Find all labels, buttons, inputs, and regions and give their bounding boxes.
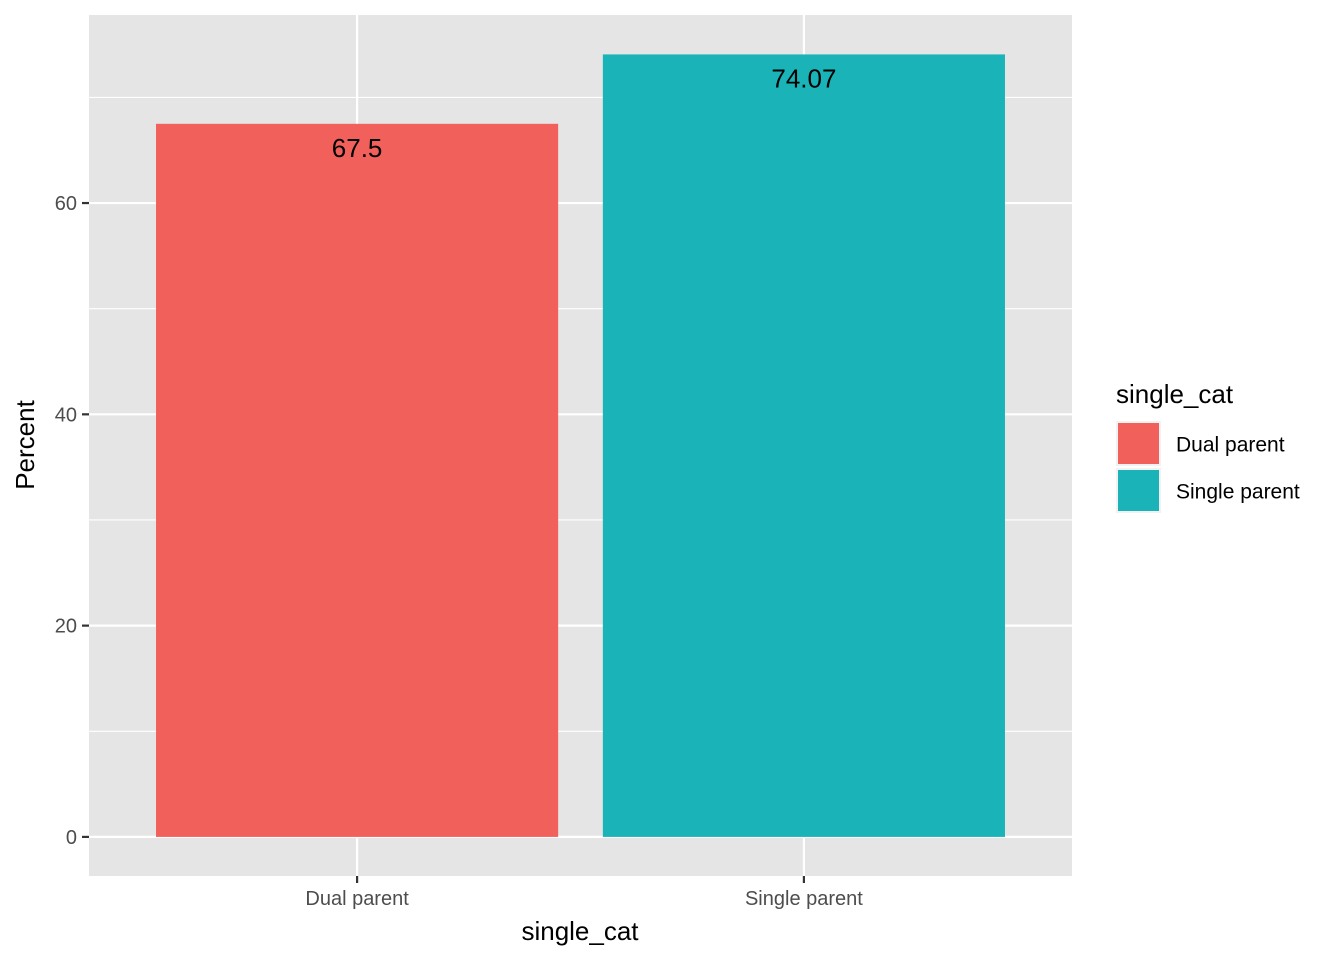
legend-title: single_cat bbox=[1116, 379, 1234, 409]
legend: single_cat Dual parent Single parent bbox=[1116, 379, 1300, 513]
y-tick-label: 20 bbox=[55, 616, 77, 638]
y-axis: 0 20 40 60 bbox=[55, 193, 89, 849]
bar bbox=[602, 54, 1005, 837]
legend-entries: Dual parent Single parent bbox=[1116, 421, 1300, 513]
data-label: 74.07 bbox=[771, 63, 836, 93]
data-label: 67.5 bbox=[332, 133, 383, 163]
y-tick-label: 60 bbox=[55, 193, 77, 215]
x-axis-title: single_cat bbox=[521, 916, 639, 946]
y-axis-title: Percent bbox=[10, 399, 40, 489]
bar-layer bbox=[156, 54, 1005, 837]
x-tick-label: Dual parent bbox=[305, 888, 409, 910]
data-label-layer: 67.5 74.07 bbox=[332, 63, 837, 162]
legend-label: Single parent bbox=[1176, 481, 1300, 504]
legend-swatch bbox=[1118, 470, 1159, 511]
bar bbox=[156, 123, 559, 837]
y-tick-label: 0 bbox=[66, 827, 77, 849]
legend-swatch bbox=[1118, 423, 1159, 464]
x-axis: Dual parent Single parent bbox=[305, 876, 863, 910]
y-tick-label: 40 bbox=[55, 404, 77, 426]
legend-label: Dual parent bbox=[1176, 434, 1285, 457]
x-tick-label: Single parent bbox=[745, 888, 863, 910]
